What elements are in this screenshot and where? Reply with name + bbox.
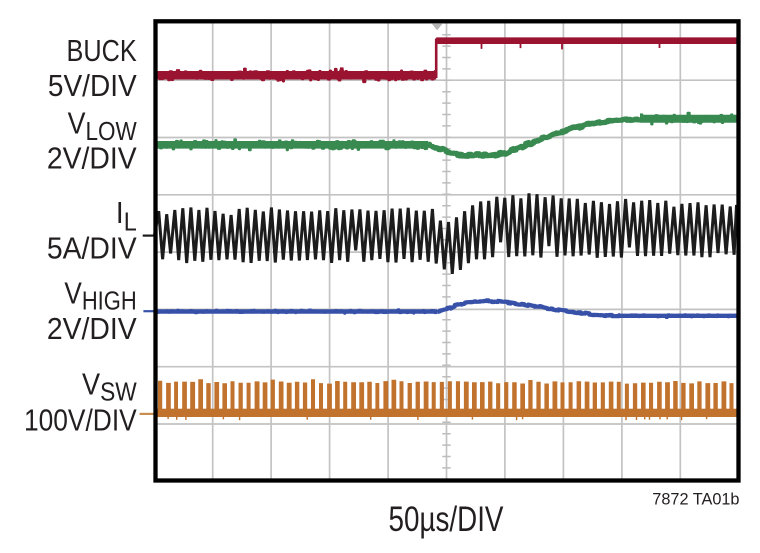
svg-text:7872 TA01b: 7872 TA01b — [652, 490, 739, 508]
svg-text:BUCK: BUCK — [67, 33, 137, 68]
svg-text:100V/DIV: 100V/DIV — [24, 404, 137, 438]
svg-text:50µs/DIV: 50µs/DIV — [389, 499, 505, 539]
svg-text:2V/DIV: 2V/DIV — [47, 141, 137, 175]
svg-text:5V/DIV: 5V/DIV — [48, 69, 137, 104]
svg-text:5A/DIV: 5A/DIV — [47, 232, 137, 266]
svg-text:2V/DIV: 2V/DIV — [47, 312, 137, 346]
